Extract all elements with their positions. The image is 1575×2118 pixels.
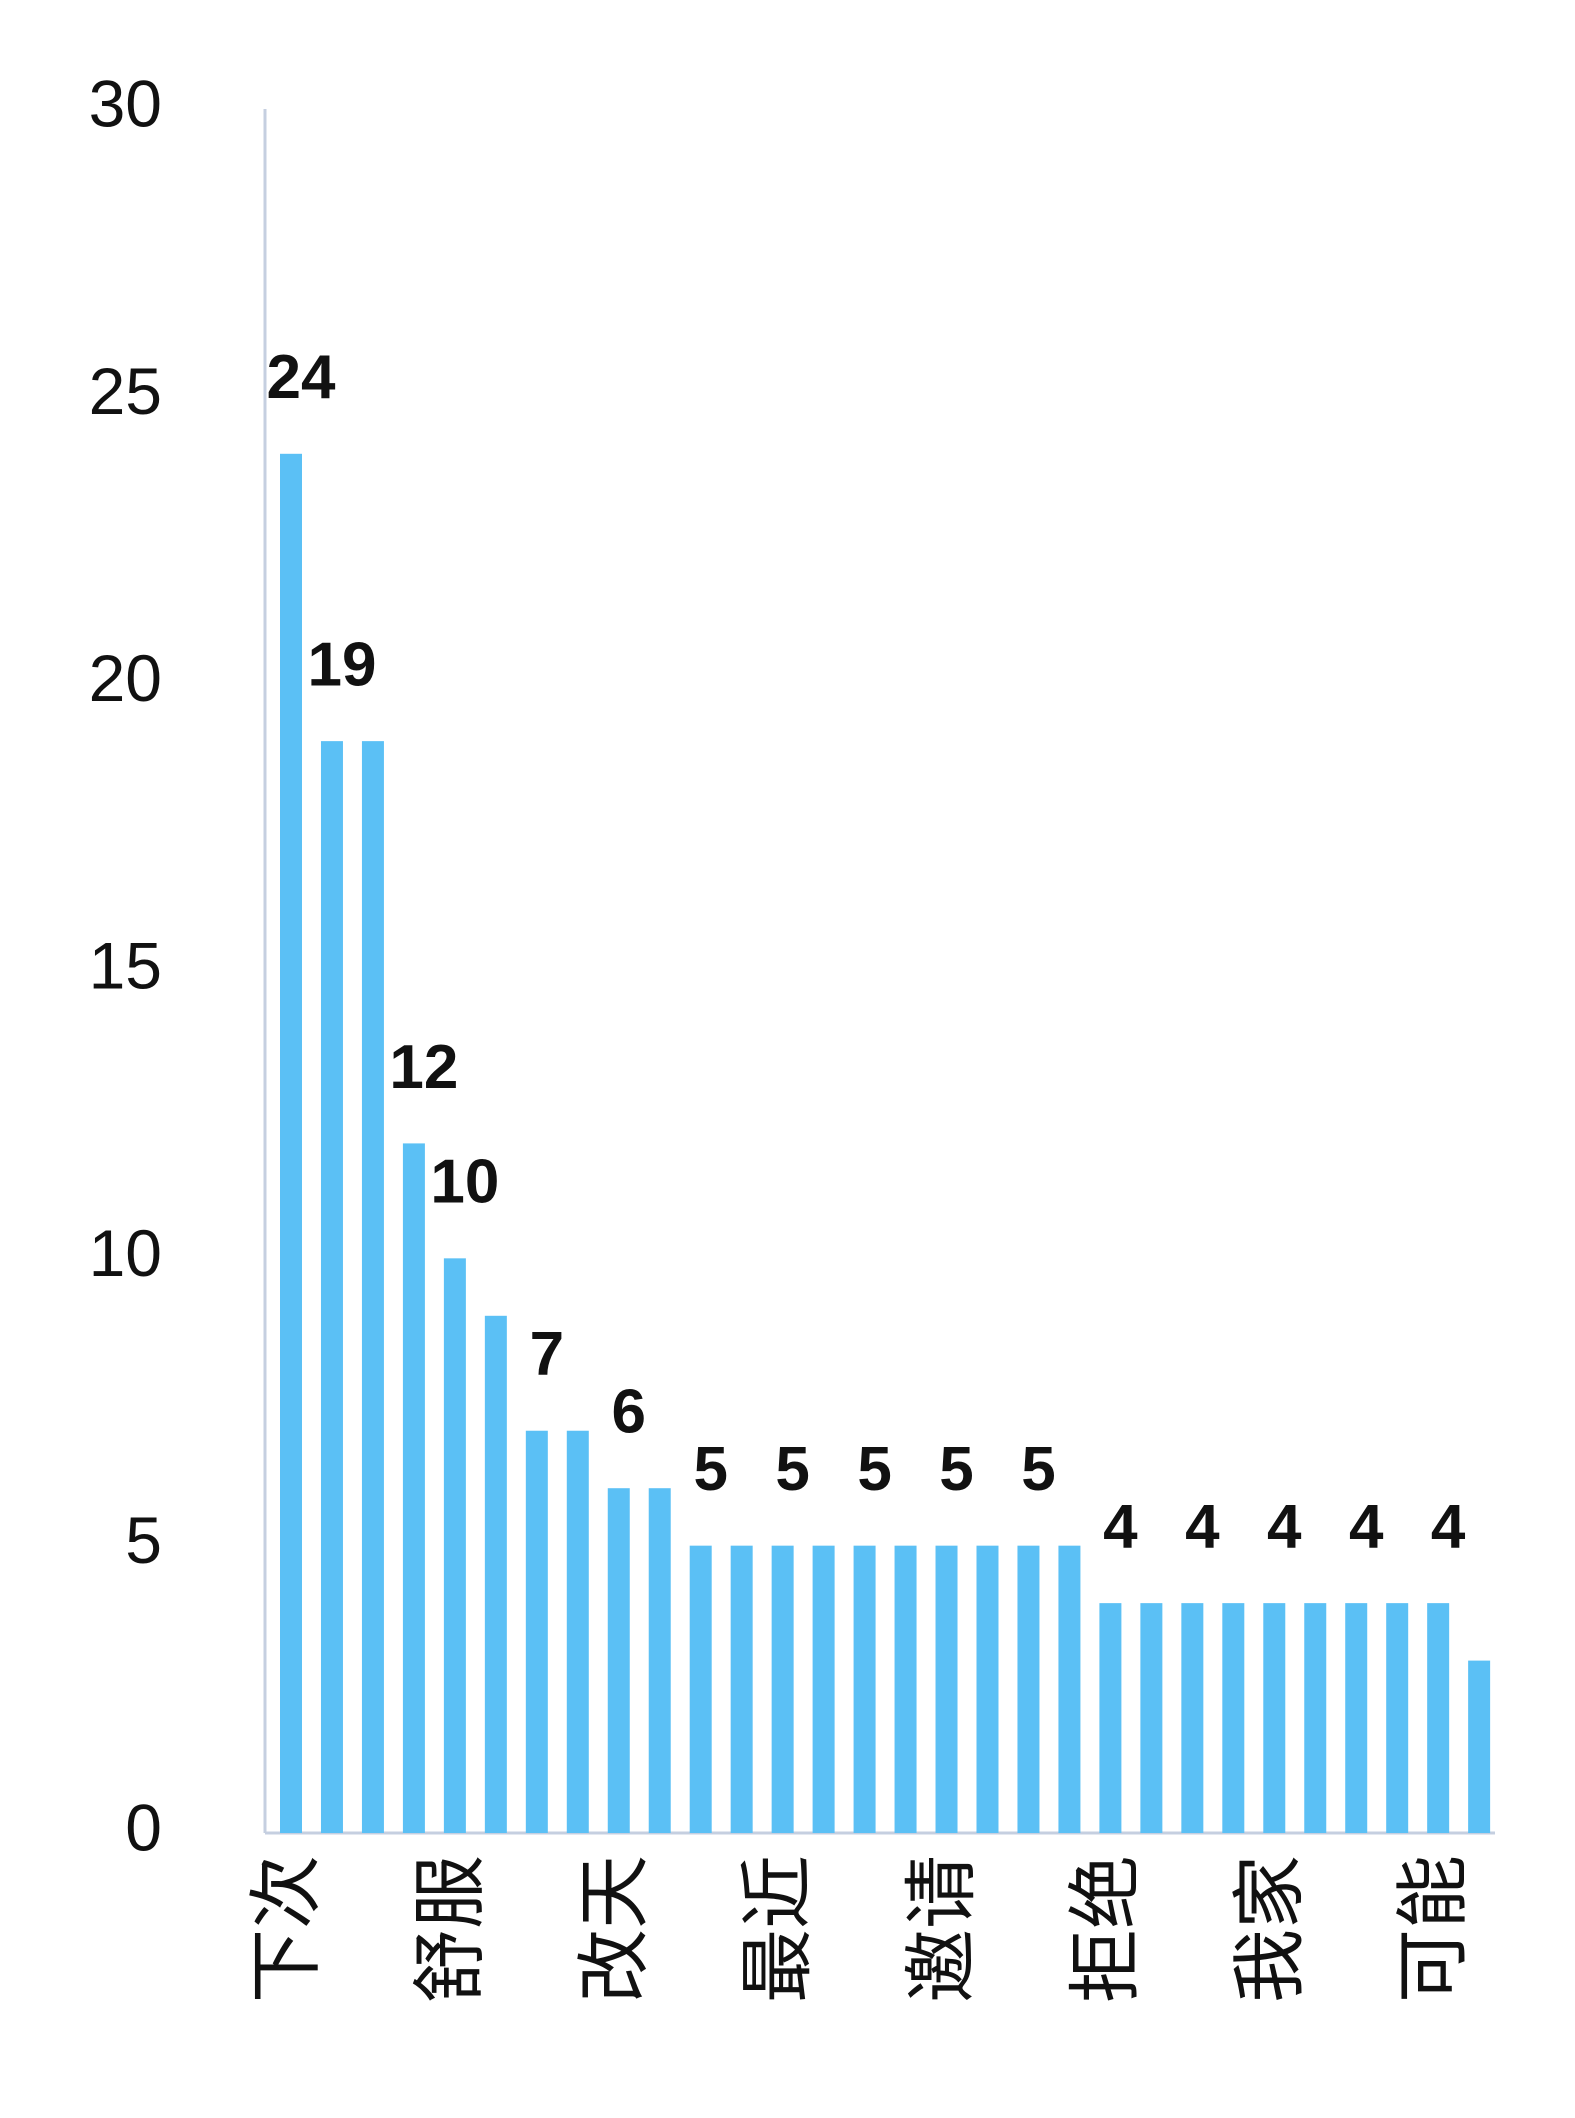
y-tick-label: 5 — [125, 1503, 162, 1577]
x-tick-label: 拒绝 — [1063, 1855, 1149, 2003]
data-label: 5 — [939, 1435, 973, 1504]
bar — [648, 1488, 671, 1833]
data-label: 4 — [1431, 1493, 1466, 1562]
bar — [935, 1545, 958, 1833]
bar — [320, 741, 343, 1834]
bar — [1345, 1603, 1368, 1833]
bar — [280, 453, 302, 1833]
bar — [1181, 1603, 1204, 1833]
y-tick-label: 20 — [89, 641, 162, 715]
data-label: 6 — [612, 1378, 646, 1447]
x-tick-label: 可能 — [1391, 1855, 1477, 2003]
bar — [443, 1258, 466, 1833]
bar — [402, 1143, 425, 1833]
data-label: 4 — [1349, 1493, 1384, 1562]
bar — [1017, 1545, 1040, 1833]
y-tick-label: 10 — [89, 1216, 162, 1290]
bar — [1263, 1603, 1286, 1833]
bar — [361, 741, 384, 1834]
data-label: 5 — [1021, 1435, 1055, 1504]
data-label: 10 — [430, 1148, 499, 1217]
bar — [607, 1488, 630, 1833]
data-label: 5 — [857, 1435, 891, 1504]
bar — [566, 1430, 589, 1833]
bar — [525, 1430, 548, 1833]
bar — [484, 1315, 507, 1833]
data-label: 7 — [530, 1320, 564, 1389]
data-label: 12 — [389, 1033, 458, 1102]
bar — [1468, 1660, 1491, 1833]
bar — [812, 1545, 835, 1833]
bar — [771, 1545, 794, 1833]
data-label: 4 — [1185, 1493, 1220, 1562]
x-tick-label: 我家 — [1227, 1855, 1313, 2003]
bar — [1222, 1603, 1245, 1833]
bar — [853, 1545, 876, 1833]
x-tick-label: 下次 — [244, 1855, 330, 2003]
bar — [1058, 1545, 1081, 1833]
data-label: 5 — [775, 1435, 809, 1504]
bar — [894, 1545, 917, 1833]
bar — [730, 1545, 753, 1833]
bar — [1304, 1603, 1327, 1833]
y-tick-label: 30 — [89, 66, 162, 140]
bar — [689, 1545, 712, 1833]
y-tick-label: 0 — [125, 1790, 162, 1864]
bar — [1140, 1603, 1163, 1833]
x-tick-label: 舒服 — [407, 1855, 493, 2003]
y-tick-label: 15 — [89, 928, 162, 1002]
x-tick-label: 邀请 — [899, 1855, 985, 2003]
bar — [1386, 1603, 1409, 1833]
data-label: 4 — [1267, 1493, 1302, 1562]
x-tick-label: 最近 — [735, 1855, 821, 2003]
y-tick-label: 25 — [89, 354, 162, 428]
x-tick-label: 改天 — [571, 1855, 657, 2003]
data-label: 19 — [307, 631, 376, 700]
bar — [976, 1545, 999, 1833]
data-label: 4 — [1103, 1493, 1138, 1562]
data-label: 24 — [267, 343, 336, 412]
bar — [1099, 1603, 1122, 1833]
data-label: 5 — [693, 1435, 727, 1504]
bar — [1427, 1603, 1450, 1833]
